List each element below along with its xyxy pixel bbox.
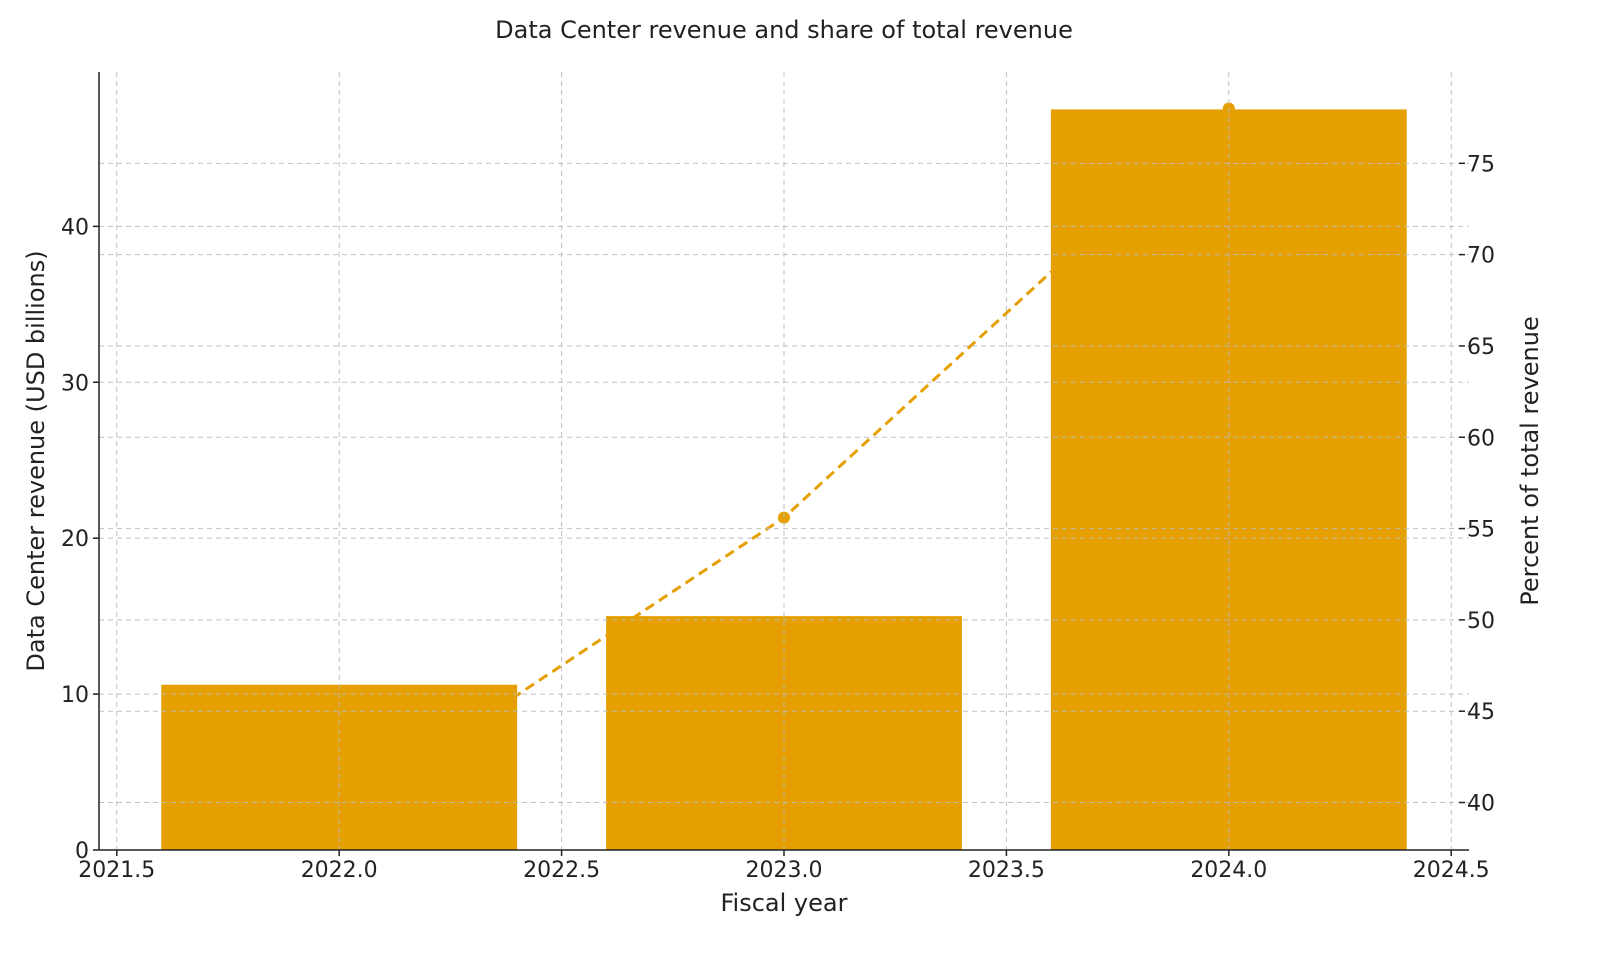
y2-tick-label: 70 (1467, 244, 1495, 269)
chart-title: Data Center revenue and share of total r… (495, 16, 1073, 44)
y2-tick-label: 45 (1467, 700, 1495, 725)
y2-axis-label: Percent of total revenue (1516, 316, 1544, 605)
x-tick-label: 2022.5 (523, 858, 600, 883)
y-tick-label: 0 (75, 839, 89, 864)
x-tick-label: 2023.5 (968, 858, 1045, 883)
x-tick-label: 2023.0 (746, 858, 823, 883)
y-axis-label: Data Center revenue (USD billions) (22, 250, 50, 671)
y2-tick-label: 55 (1467, 518, 1495, 543)
y2-tick-label: 65 (1467, 335, 1495, 360)
y2-tick-label: 40 (1467, 792, 1495, 817)
y2-tick-label: 50 (1467, 609, 1495, 634)
x-axis-label: Fiscal year (721, 889, 848, 917)
y2-tick-label: 75 (1467, 152, 1495, 177)
y2-tick-label: 60 (1467, 426, 1495, 451)
x-tick-label: 2024.0 (1190, 858, 1267, 883)
y-tick-label: 30 (61, 371, 89, 396)
x-tick-label: 2021.5 (78, 858, 155, 883)
x-tick-label: 2024.5 (1413, 858, 1490, 883)
y-tick-label: 10 (61, 683, 89, 708)
x-tick-label: 2022.0 (301, 858, 378, 883)
y-tick-label: 40 (61, 215, 89, 240)
y-tick-label: 20 (61, 527, 89, 552)
